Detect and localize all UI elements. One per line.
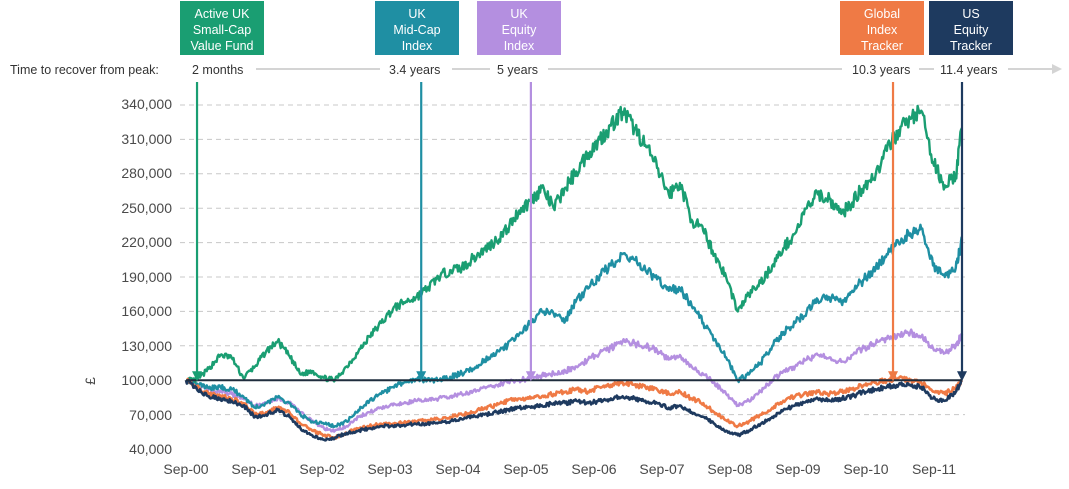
- label-box-text: Index: [867, 23, 898, 37]
- series-line: [184, 374, 964, 440]
- y-tick-label: 190,000: [121, 269, 172, 285]
- recovery-time: 3.4 years: [389, 63, 440, 77]
- y-tick-label: 40,000: [129, 441, 172, 457]
- label-box-text: Active UK: [195, 7, 251, 21]
- label-box-text: UK: [510, 7, 528, 21]
- y-tick-label: 340,000: [121, 96, 172, 112]
- y-tick-label: 130,000: [121, 338, 172, 354]
- x-tick-label: Sep-05: [503, 461, 548, 477]
- x-tick-label: Sep-01: [231, 461, 276, 477]
- recovery-arrowhead: [192, 371, 203, 382]
- label-box-text: Index: [402, 39, 433, 53]
- y-tick-label: 220,000: [121, 234, 172, 250]
- x-tick-label: Sep-04: [435, 461, 480, 477]
- series-lines: [184, 104, 964, 442]
- y-tick-label: 310,000: [121, 131, 172, 147]
- y-tick-label: 250,000: [121, 200, 172, 216]
- timeline-arrowhead: [1052, 64, 1062, 74]
- label-box-mid-cap: [375, 1, 459, 55]
- label-box-text: Equity: [502, 23, 537, 37]
- series-line: [184, 223, 964, 429]
- x-tick-label: Sep-08: [707, 461, 752, 477]
- y-unit-label: £: [82, 377, 98, 385]
- label-box-text: Equity: [954, 23, 989, 37]
- label-box-text: Mid-Cap: [393, 23, 440, 37]
- label-box-text: Global: [864, 7, 900, 21]
- recovery-timeline: Time to recover from peak: 2 months 3.4 …: [10, 63, 1062, 77]
- x-tick-label: Sep-07: [639, 461, 684, 477]
- recovery-arrowhead: [957, 371, 967, 382]
- recovery-arrows: [192, 82, 967, 382]
- x-tick-label: Sep-06: [571, 461, 616, 477]
- label-box-small-cap: [180, 1, 264, 55]
- recovery-time: 2 months: [192, 63, 243, 77]
- recovery-time: 11.4 years: [940, 63, 997, 77]
- recovery-arrowhead: [525, 371, 536, 382]
- recovery-label: Time to recover from peak:: [10, 63, 159, 77]
- label-box-global: [840, 1, 924, 55]
- label-box-text: US: [962, 7, 979, 21]
- label-box-text: Index: [504, 39, 535, 53]
- gridlines: [180, 104, 965, 416]
- y-axis: 40,000 70,000 100,000 130,000 160,000 19…: [82, 96, 172, 457]
- x-tick-label: Sep-00: [163, 461, 208, 477]
- y-tick-label: 280,000: [121, 165, 172, 181]
- recovery-time: 10.3 years: [852, 63, 910, 77]
- label-box-text: UK: [408, 7, 426, 21]
- x-tick-label: Sep-09: [775, 461, 820, 477]
- recovery-arrowhead: [416, 371, 427, 382]
- label-box-uk-equity: [477, 1, 561, 55]
- x-tick-label: Sep-02: [299, 461, 344, 477]
- label-box-text: Tracker: [861, 39, 903, 53]
- recovery-time: 5 years: [497, 63, 538, 77]
- y-tick-label: 160,000: [121, 303, 172, 319]
- recovery-arrowhead: [888, 371, 899, 382]
- x-tick-label: Sep-03: [367, 461, 412, 477]
- series-label-boxes: Active UK Small-Cap Value Fund UK Mid-Ca…: [180, 1, 1013, 55]
- x-tick-label: Sep-10: [843, 461, 888, 477]
- label-box-us-equity: [929, 1, 1013, 55]
- x-tick-label: Sep-11: [912, 461, 956, 477]
- label-box-text: Small-Cap: [193, 23, 251, 37]
- series-line: [184, 104, 964, 384]
- series-line: [184, 378, 963, 442]
- label-box-text: Tracker: [950, 39, 992, 53]
- x-axis: Sep-00 Sep-01 Sep-02 Sep-03 Sep-04 Sep-0…: [163, 461, 956, 477]
- y-tick-label: 70,000: [129, 407, 172, 423]
- label-box-text: Value Fund: [190, 39, 253, 53]
- y-tick-label: 100,000: [121, 372, 172, 388]
